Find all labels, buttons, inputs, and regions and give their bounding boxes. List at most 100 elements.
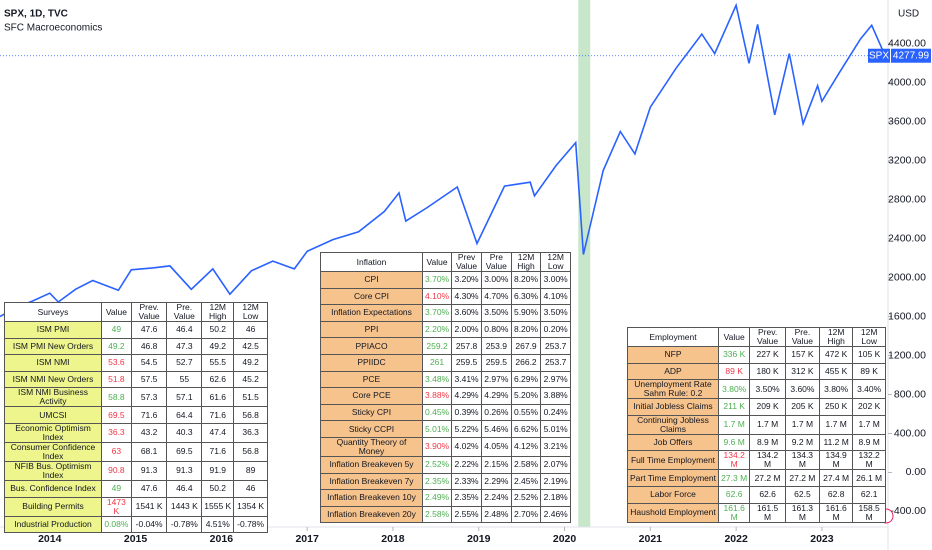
- cell: 62.6: [201, 370, 235, 389]
- y-tick-label: 4400.00: [888, 38, 926, 50]
- cell: 0.39%: [451, 403, 482, 422]
- value-cell: 90.8: [101, 460, 132, 481]
- cell: 2.29%: [481, 472, 512, 491]
- label-cell: Inflation Breakeven 5y: [320, 455, 423, 474]
- cell: 71.6: [201, 441, 235, 462]
- value-cell: 53.6: [101, 354, 132, 372]
- x-tick-label: 2023: [810, 533, 834, 545]
- table-row: Consumer Confidence Index 63 68.1 69.5 71.6 5…: [4, 441, 268, 462]
- cell: 49.2: [201, 337, 235, 356]
- x-tick-label: 2015: [124, 533, 148, 545]
- label-cell: Initial Jobless Claims: [627, 398, 719, 416]
- cell: 3.21%: [540, 436, 571, 457]
- value-cell: 336 K: [717, 346, 751, 364]
- table-row: Job Offers 9.6 M 8.9 M 9.2 M 11.2 M 8.9 M: [627, 433, 886, 452]
- value-cell: 211 K: [717, 398, 751, 416]
- table-row: NFIB Bus. Optimism Index 90.8 91.3 91.3 91.9…: [4, 460, 268, 481]
- value-cell: 3.70%: [421, 304, 453, 322]
- cell: 57.5: [130, 370, 168, 389]
- label-cell: Industrial Production: [4, 515, 102, 534]
- label-cell: PPIACO: [320, 337, 423, 355]
- label-cell: Full Time Employment: [627, 450, 719, 471]
- value-cell: 0.08%: [101, 515, 132, 534]
- table-row: Haushold Employment 161.6 M 161.5 M 161.3 M…: [627, 502, 886, 523]
- value-cell: 3.80%: [717, 379, 751, 400]
- cell: 57.3: [130, 387, 168, 408]
- cell: 202 K: [852, 398, 886, 416]
- cell: 267.9: [510, 337, 542, 355]
- cell: 68.1: [130, 441, 168, 462]
- cell: 3.00%: [481, 271, 512, 289]
- x-tick-label: 2016: [210, 533, 234, 545]
- x-tick-label: 2021: [639, 533, 663, 545]
- table-row: Sticky CCPI 5.01% 5.22% 5.46% 6.62% 5.01%: [320, 420, 571, 438]
- value-cell: 62.6: [717, 485, 751, 504]
- cell: 2.35%: [451, 489, 482, 507]
- cell: 1443 K: [166, 496, 203, 517]
- table-row: ISM NMI Business Activity 58.8 57.3 57.1 61.…: [4, 387, 268, 408]
- value-cell: 161.6 M: [717, 502, 751, 523]
- cell: 0.24%: [540, 403, 571, 422]
- cell: 2.07%: [540, 455, 571, 474]
- value-cell: 63: [101, 441, 132, 462]
- table-row: Inflation Breakeven 7y 2.35% 2.33% 2.29% 2.4…: [320, 472, 571, 491]
- y-tick-label: 0.00: [906, 466, 927, 478]
- cell: 89: [233, 460, 268, 481]
- cell: 2.58%: [510, 455, 542, 474]
- label-cell: Job Offers: [627, 433, 719, 452]
- cell: 2.24%: [481, 489, 512, 507]
- label-cell: Sticky CCPI: [320, 420, 423, 438]
- cell: -0.78%: [233, 515, 268, 534]
- header-cell: Value: [717, 327, 751, 347]
- cell: 3.50%: [749, 379, 786, 400]
- table-row: Quantity Theory of Money 3.90% 4.02% 4.05% 4…: [320, 436, 571, 457]
- label-cell: UMCSI: [4, 406, 102, 424]
- cell: 1.7 M: [852, 414, 886, 435]
- cell: 11.2 M: [819, 433, 854, 452]
- header-cell: 12M Low: [540, 252, 571, 272]
- x-tick-label: 2018: [381, 533, 405, 545]
- label-cell: Labor Force: [627, 485, 719, 504]
- surveys-table: Surveys Value Prev. Value Pre. Value 12M Hig…: [4, 302, 268, 534]
- cell: 180 K: [749, 362, 786, 381]
- cell: 257.8: [451, 337, 482, 355]
- cell: 157 K: [784, 346, 821, 364]
- label-cell: NFP: [627, 346, 719, 364]
- cell: 253.9: [481, 337, 512, 355]
- cell: 54.5: [130, 354, 168, 372]
- table-row: PPIACO 259.2 257.8 253.9 267.9 253.7: [320, 337, 571, 355]
- cell: 253.7: [540, 337, 571, 355]
- cell: 36.3: [233, 422, 268, 443]
- x-tick-label: 2022: [724, 533, 748, 545]
- cell: 91.9: [201, 460, 235, 481]
- y-tick-label: 3200.00: [888, 155, 926, 167]
- table-row: Core PCE 3.88% 4.29% 4.29% 5.20% 3.88%: [320, 387, 571, 405]
- value-cell: 259.2: [421, 337, 453, 355]
- x-tick-label: 2014: [38, 533, 62, 545]
- header-cell: Pre. Value: [784, 327, 821, 347]
- cell: 134.3 M: [784, 450, 821, 471]
- cell: 51.5: [233, 387, 268, 408]
- cell: 55: [166, 370, 203, 389]
- cell: 62.8: [819, 485, 854, 504]
- value-cell: 36.3: [101, 422, 132, 443]
- table-row: ISM PMI 49 47.6 46.4 50.2 46: [4, 321, 268, 339]
- cell: 4.51%: [201, 515, 235, 534]
- cell: 2.97%: [540, 370, 571, 389]
- table-row: Inflation Breakeven 5y 2.52% 2.22% 2.15% 2.5…: [320, 455, 571, 474]
- cell: 91.3: [130, 460, 168, 481]
- cell: 4.05%: [481, 436, 512, 457]
- cell: 3.20%: [451, 271, 482, 289]
- cell: 1541 K: [130, 496, 168, 517]
- value-cell: 2.35%: [421, 472, 453, 491]
- header-cell: Prev. Value: [749, 327, 786, 347]
- cell: 161.3 M: [784, 502, 821, 523]
- cell: 4.70%: [481, 287, 512, 306]
- label-cell: Core PCE: [320, 387, 423, 405]
- cell: 259.5: [481, 353, 512, 372]
- table-row: ISM NMI 53.6 54.5 52.7 55.5 49.2: [4, 354, 268, 372]
- cell: 6.29%: [510, 370, 542, 389]
- cell: 3.60%: [784, 379, 821, 400]
- value-cell: 49: [101, 321, 132, 339]
